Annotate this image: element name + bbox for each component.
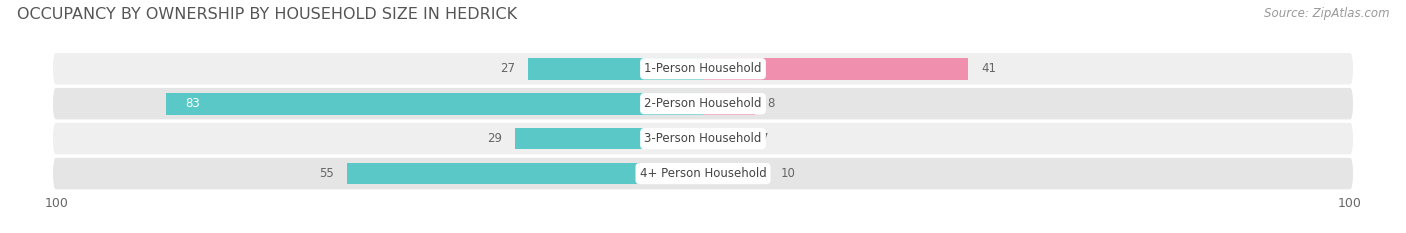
Text: 4+ Person Household: 4+ Person Household (640, 167, 766, 180)
FancyBboxPatch shape (53, 123, 1353, 154)
Bar (516, 128, 703, 150)
Text: 1-Person Household: 1-Person Household (644, 62, 762, 75)
FancyBboxPatch shape (53, 158, 1353, 189)
FancyBboxPatch shape (53, 53, 1353, 85)
Text: 27: 27 (501, 62, 516, 75)
Text: 7: 7 (761, 132, 769, 145)
Bar (529, 58, 703, 80)
Text: 10: 10 (780, 167, 796, 180)
Text: 2-Person Household: 2-Person Household (644, 97, 762, 110)
Text: 3-Person Household: 3-Person Household (644, 132, 762, 145)
Bar (347, 163, 703, 185)
Bar (703, 58, 969, 80)
Text: 8: 8 (768, 97, 775, 110)
Bar (703, 128, 748, 150)
Text: 29: 29 (488, 132, 502, 145)
Bar (166, 93, 703, 115)
Text: 83: 83 (186, 97, 200, 110)
Bar (703, 163, 768, 185)
Text: 55: 55 (319, 167, 335, 180)
Text: Source: ZipAtlas.com: Source: ZipAtlas.com (1264, 7, 1389, 20)
Text: 41: 41 (981, 62, 995, 75)
Text: OCCUPANCY BY OWNERSHIP BY HOUSEHOLD SIZE IN HEDRICK: OCCUPANCY BY OWNERSHIP BY HOUSEHOLD SIZE… (17, 7, 517, 22)
FancyBboxPatch shape (53, 88, 1353, 120)
Bar (703, 93, 755, 115)
